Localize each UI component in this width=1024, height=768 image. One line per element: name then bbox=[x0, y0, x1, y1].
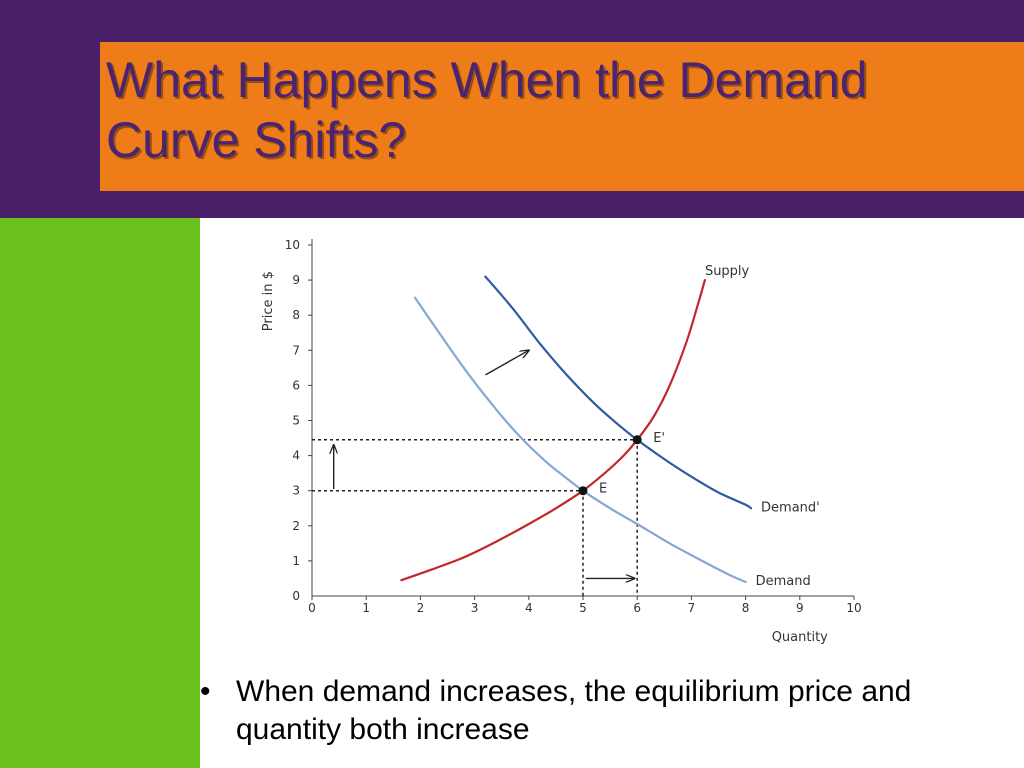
y-axis-title: Price in $ bbox=[261, 271, 276, 331]
axes bbox=[311, 239, 854, 597]
title-box bbox=[100, 42, 1024, 191]
x-tick-label: 0 bbox=[308, 601, 316, 615]
left-accent-stripe bbox=[0, 218, 200, 768]
slide-title: What Happens When the Demand Curve Shift… bbox=[106, 52, 868, 168]
shift-arrow bbox=[485, 350, 528, 376]
y-tick-label: 3 bbox=[292, 484, 300, 498]
x-axis-title: Quantity bbox=[772, 630, 828, 645]
supply-label: Supply bbox=[705, 264, 750, 279]
equilibrium-point-e-prime bbox=[632, 435, 642, 445]
x-tick-label: 9 bbox=[796, 601, 804, 615]
y-tick-label: 6 bbox=[292, 378, 300, 392]
ticks: 0 1 2 3 4 5 6 7 8 9 10 0 1 2 3 4 5 6 7 8 9 10 bbox=[285, 238, 862, 615]
x-tick-label: 3 bbox=[471, 601, 479, 615]
demand-prime-label: Demand' bbox=[761, 500, 820, 515]
equilibrium-point-e bbox=[578, 486, 588, 496]
x-tick-label: 2 bbox=[417, 601, 425, 615]
y-tick-label: 0 bbox=[292, 589, 300, 603]
x-tick-label: 10 bbox=[846, 601, 861, 615]
x-tick-label: 8 bbox=[742, 601, 750, 615]
guide-lines bbox=[312, 439, 638, 596]
y-tick-label: 7 bbox=[292, 343, 300, 357]
y-tick-label: 5 bbox=[292, 414, 300, 428]
supply-demand-chart: 0 1 2 3 4 5 6 7 8 9 10 0 1 2 3 4 5 6 7 8 9 10 E E' Supply Deman… bbox=[261, 238, 862, 645]
y-tick-label: 9 bbox=[292, 273, 300, 287]
x-tick-label: 6 bbox=[633, 601, 641, 615]
bullet-marker: • bbox=[200, 675, 211, 708]
bullet-text: When demand increases, the equilibrium p… bbox=[236, 675, 912, 746]
x-tick-label: 7 bbox=[688, 601, 696, 615]
supply-curve bbox=[400, 279, 706, 582]
x-tick-label: 5 bbox=[579, 601, 587, 615]
y-tick-label: 8 bbox=[292, 308, 300, 322]
demand-curve bbox=[413, 296, 747, 584]
y-tick-label: 10 bbox=[285, 238, 300, 252]
curve-labels: Supply Demand Demand' bbox=[705, 264, 820, 589]
shift-arrows bbox=[334, 350, 635, 578]
equilibrium-label-e-prime: E' bbox=[653, 431, 665, 446]
equilibrium-label-e: E bbox=[599, 482, 607, 497]
x-tick-label: 4 bbox=[525, 601, 533, 615]
demand-label: Demand bbox=[756, 574, 811, 589]
y-tick-label: 4 bbox=[292, 449, 300, 463]
equilibrium-points: E E' bbox=[578, 431, 665, 497]
y-tick-label: 2 bbox=[292, 519, 300, 533]
x-tick-label: 1 bbox=[362, 601, 370, 615]
curves bbox=[400, 275, 753, 584]
demand-prime-curve bbox=[484, 275, 753, 510]
y-tick-label: 1 bbox=[292, 554, 300, 568]
